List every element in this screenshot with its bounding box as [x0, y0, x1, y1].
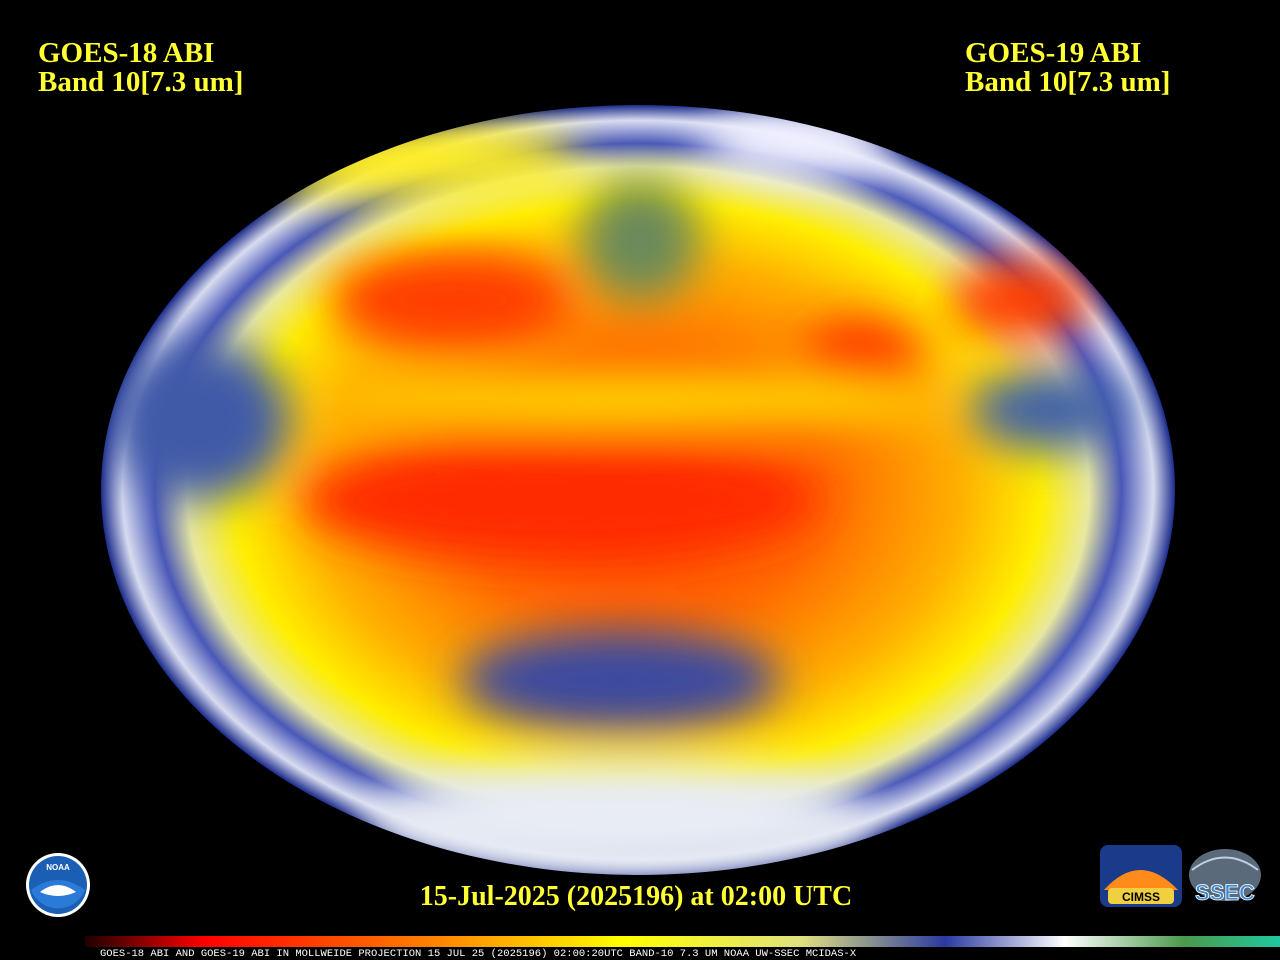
- noaa-logo: NOAA: [26, 853, 90, 917]
- right-band: Band 10[7.3 um]: [965, 66, 1170, 98]
- color-bar: [85, 936, 1280, 947]
- right-satellite: GOES-19 ABI: [965, 37, 1141, 69]
- ssec-text: SSEC: [1195, 880, 1255, 905]
- left-satellite: GOES-18 ABI: [38, 37, 214, 69]
- left-band: Band 10[7.3 um]: [38, 66, 243, 98]
- cimss-text: CIMSS: [1122, 890, 1160, 904]
- cloud-features: [110, 105, 1130, 875]
- footer-text: GOES-18 ABI AND GOES-19 ABI IN MOLLWEIDE…: [100, 948, 857, 960]
- cimss-logo: CIMSS: [1100, 845, 1182, 907]
- noaa-text: NOAA: [46, 863, 70, 872]
- ssec-logo: SSEC: [1189, 849, 1261, 905]
- timestamp: 15-Jul-2025 (2025196) at 02:00 UTC: [420, 881, 852, 912]
